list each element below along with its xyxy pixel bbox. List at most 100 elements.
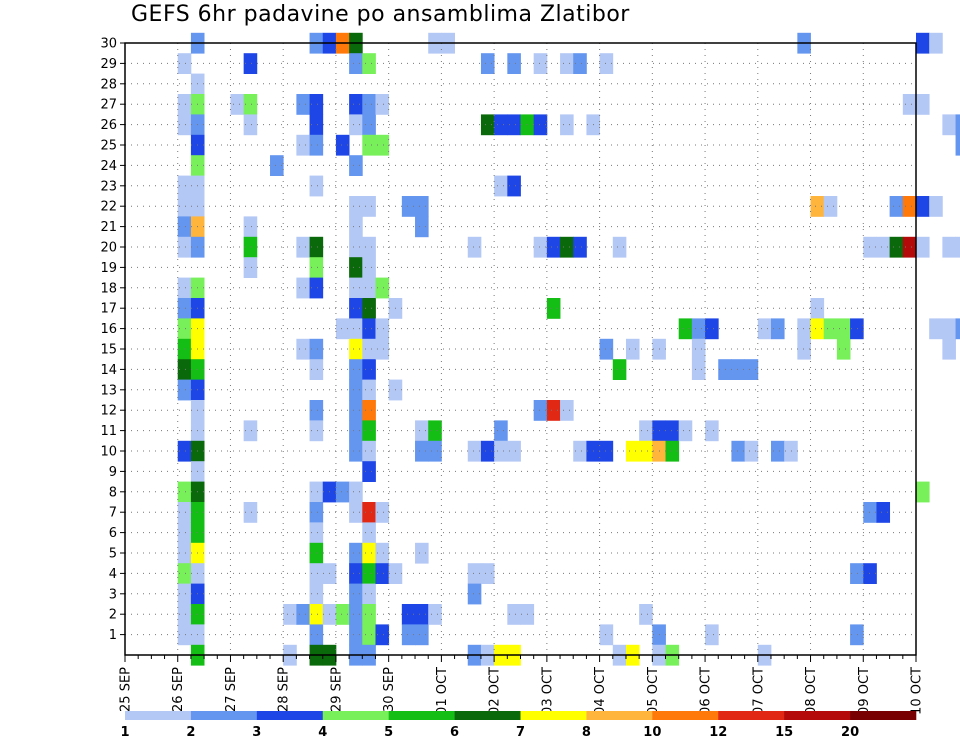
y-tick-label: 10 [100,445,117,460]
y-tick-label: 28 [100,77,117,92]
heatmap-cell [177,114,192,136]
heatmap-cell [560,236,574,258]
y-tick-label: 12 [100,404,117,419]
y-tick-label: 5 [109,547,117,562]
heatmap-cell [850,318,864,340]
colorbar-swatch [190,711,258,720]
y-axis: 1234567891011121314151617181920212223242… [100,37,125,643]
heatmap-cell [560,400,574,421]
heatmap-cell [797,338,811,360]
x-tick-label: 01 OCT [435,667,450,715]
heatmap-cell [362,502,376,523]
heatmap-cell [349,338,363,360]
heatmap-cell [507,53,521,74]
y-tick-label: 2 [109,608,117,623]
colorbar-label: 10 [643,725,661,740]
heatmap-cell [309,359,324,380]
heatmap-cell [401,624,416,646]
x-tick-label: 27 SEP [224,667,239,712]
heatmap-cell [744,440,759,462]
heatmap-cell [177,379,192,401]
heatmap-cell [177,481,192,503]
heatmap-cell [349,502,363,523]
heatmap-cell [349,542,363,564]
heatmap-cell [863,236,877,258]
heatmap-cell [507,114,521,136]
heatmap-cell [309,420,324,442]
y-tick-label: 20 [100,241,117,256]
heatmap-cell [665,440,680,462]
heatmap-cell [480,440,495,462]
heatmap-cell [916,196,930,217]
heatmap-cell [270,155,284,176]
heatmap-cell [362,522,376,544]
heatmap-cell [230,94,245,115]
heatmap-cell [243,53,258,74]
heatmap-cell [362,94,376,115]
heatmap-cell [573,236,587,258]
heatmap-cell [362,583,376,605]
x-tick-label: 06 OCT [699,667,714,715]
y-tick-label: 25 [100,139,117,154]
colorbar-swatch [256,711,324,720]
heatmap-cell [362,53,376,74]
heatmap-cell [309,257,324,278]
heatmap-cell [902,196,917,217]
heatmap-cell [757,318,772,340]
heatmap-cell [415,624,429,646]
heatmap-cell [309,542,324,564]
heatmap-cell [349,196,363,217]
heatmap-cell [810,196,825,217]
colorbar-swatch [322,711,389,720]
heatmap-cell [177,440,192,462]
y-tick-label: 29 [100,57,117,72]
heatmap-cell [770,318,785,340]
heatmap-cell [349,236,363,258]
heatmap-cell [625,338,640,360]
heatmap-cell [177,502,192,523]
x-tick-label: 04 OCT [593,667,608,715]
heatmap-cell [902,236,917,258]
heatmap-cell [691,359,706,380]
heatmap-cell [784,440,798,462]
heatmap-cell [836,338,851,360]
heatmap-cell [349,583,363,605]
chart-title: GEFS 6hr padavine po ansamblima Zlatibor [131,2,630,27]
colorbar-swatch [520,711,587,720]
heatmap-cell [349,420,363,442]
heatmap-cell [494,420,508,442]
heatmap-cell [362,563,376,584]
heatmap-cell [942,236,956,258]
heatmap-cell [942,338,956,360]
heatmap-cell [599,338,614,360]
heatmap-cell [296,94,310,115]
heatmap-cell [349,379,363,401]
heatmap-cell [243,502,258,523]
x-axis: 25 SEP 26 SEP 27 SEP 28 SEP 29 SEP 30 SEP 01 O… [119,655,925,715]
heatmap-cell [691,318,706,340]
heatmap-cell [362,114,376,136]
heatmap-cell [309,522,324,544]
heatmap-cell [415,216,429,238]
heatmap-cell [296,134,310,156]
y-tick-label: 14 [100,363,117,378]
heatmap-cell [705,318,719,340]
colorbar-swatch [784,711,851,720]
heatmap-cell [639,440,653,462]
colorbar-label: 5 [384,725,393,740]
heatmap-cell [612,236,627,258]
heatmap-cell [349,298,363,319]
heatmap-cell [836,318,851,340]
heatmap-cell [876,502,891,523]
heatmap-cell [863,563,877,584]
heatmap-cell [309,604,324,625]
y-tick-label: 4 [109,567,117,582]
heatmap-cell [507,440,521,462]
heatmap-cell [494,114,508,136]
heatmap-cell [375,318,390,340]
colorbar-label: 7 [516,725,525,740]
heatmap-cell [177,542,192,564]
heatmap-cell [415,440,429,462]
heatmap-cell [362,236,376,258]
colorbar-swatch [125,711,192,720]
